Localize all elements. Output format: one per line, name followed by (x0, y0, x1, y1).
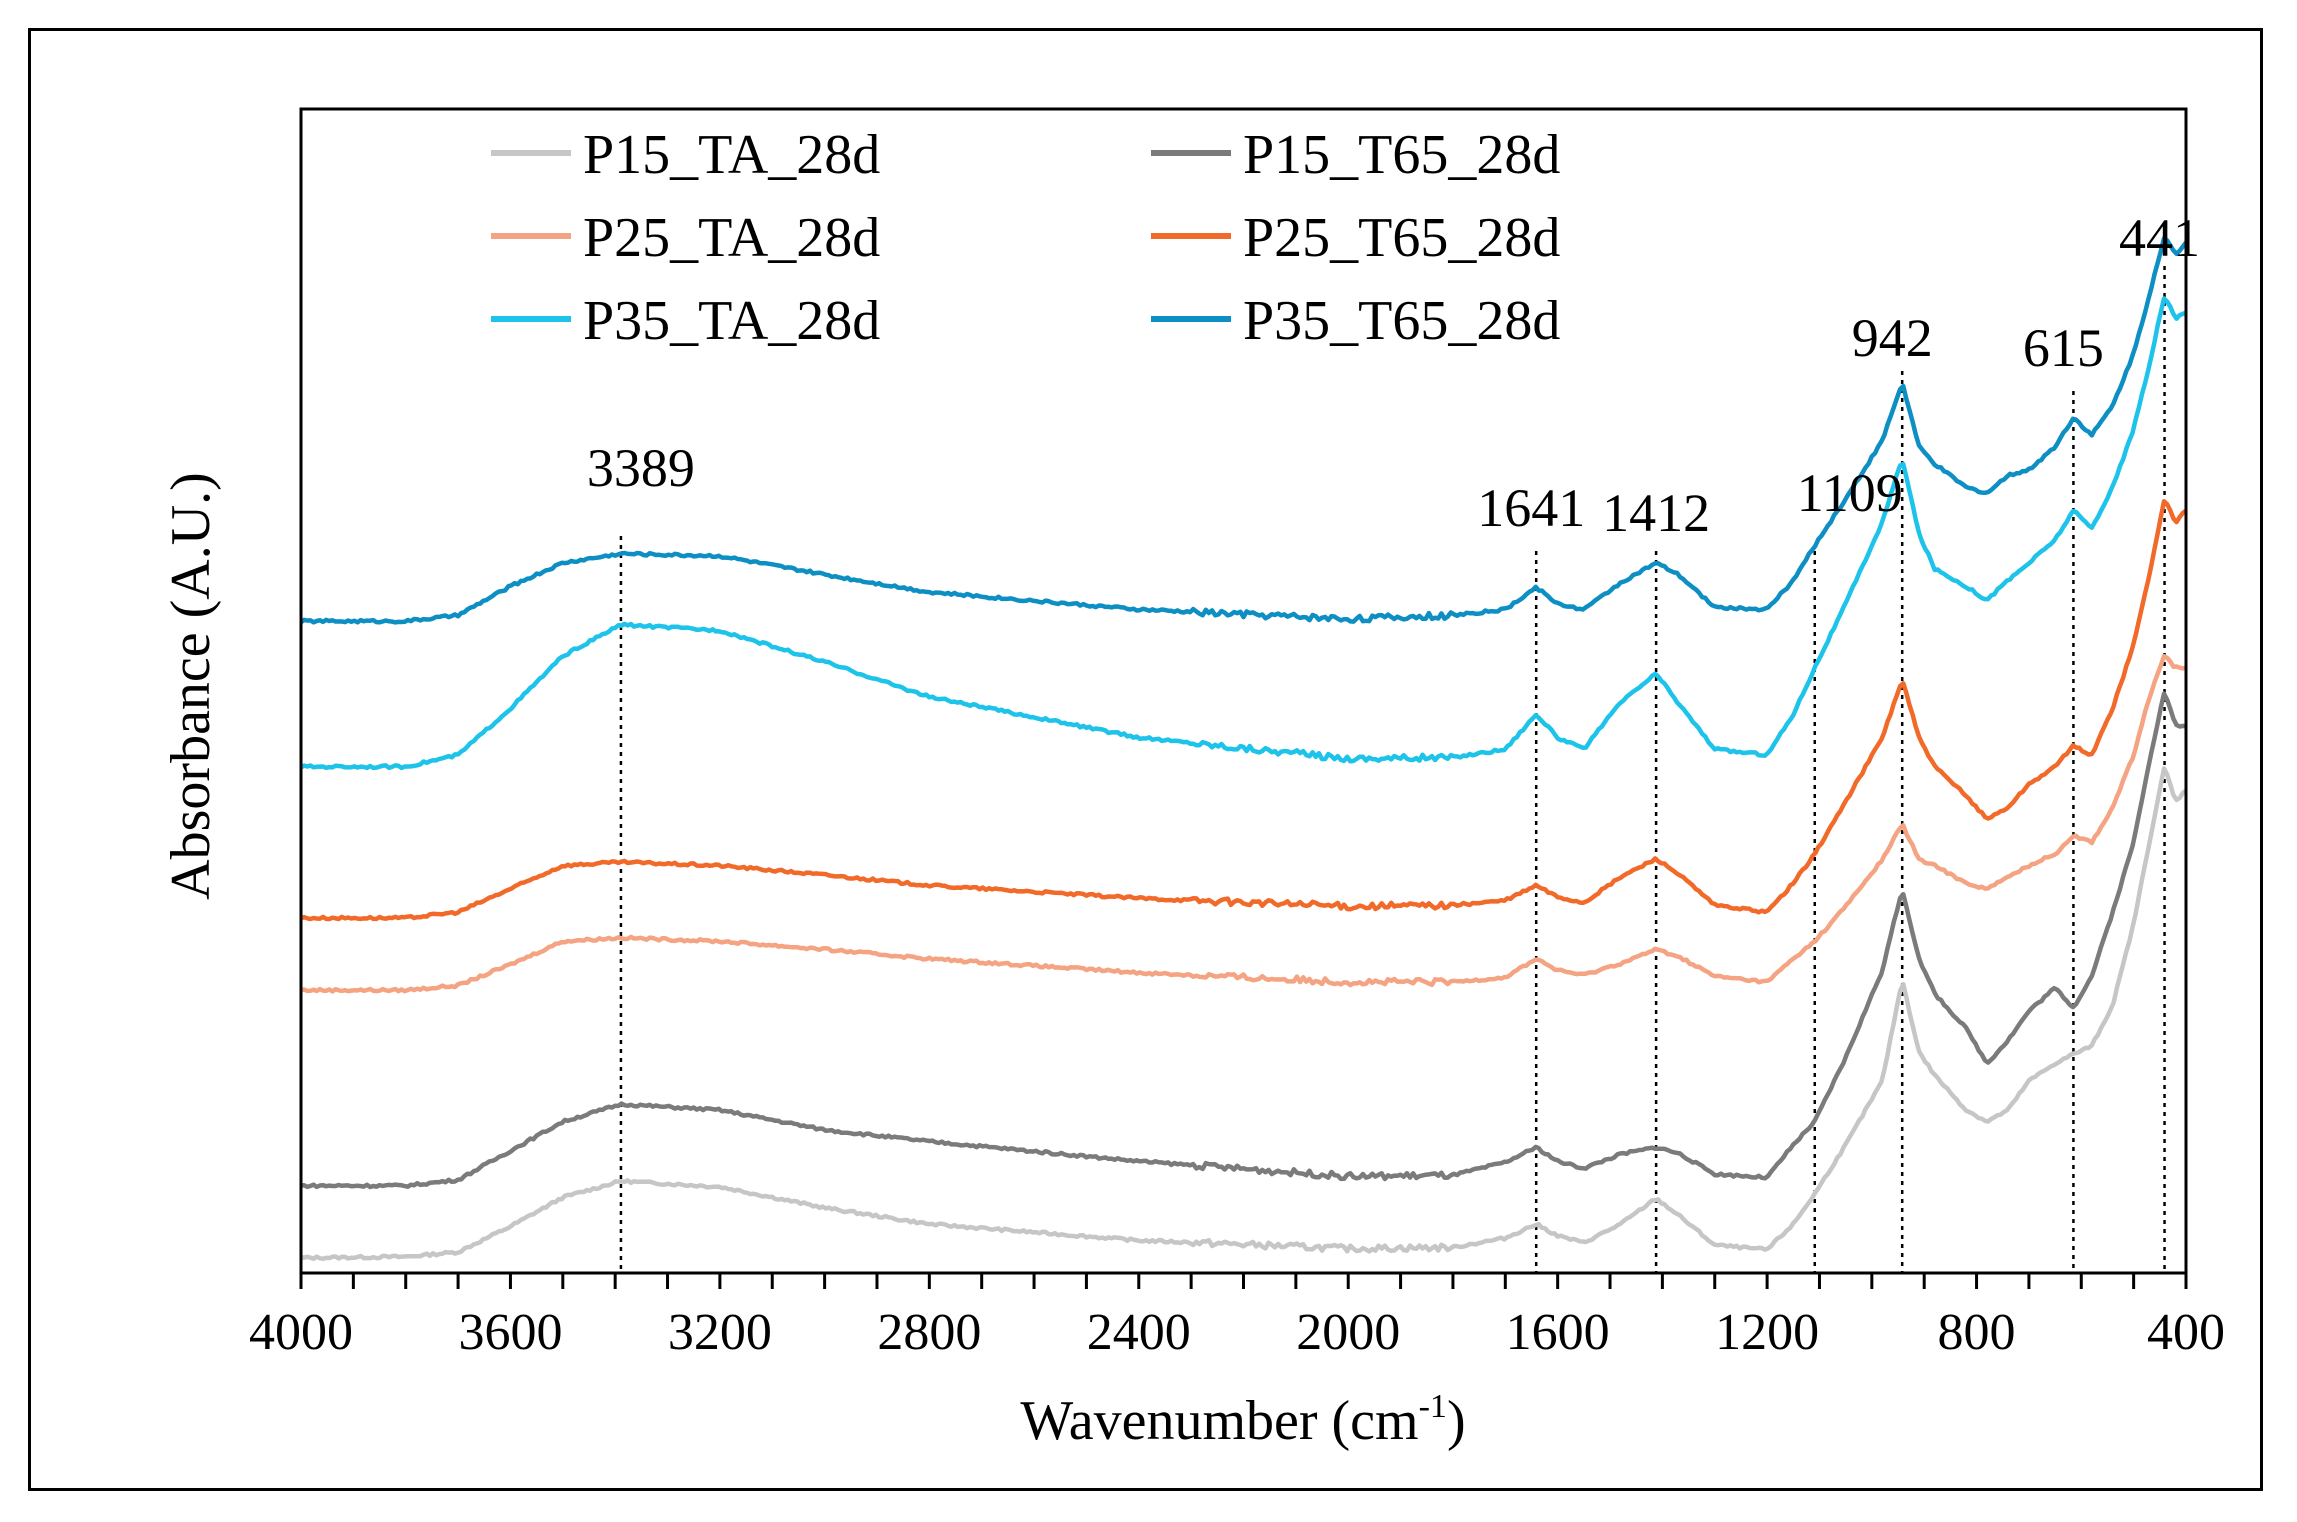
legend-label: P25_TA_28d (583, 207, 880, 269)
x-axis-title-close: ) (1447, 1390, 1466, 1452)
x-axis-title: Wavenumber (cm-1) (1020, 1388, 1465, 1452)
series-line-p35-ta-28d (299, 296, 2187, 771)
peak-label: 1641 (1477, 478, 1585, 538)
x-tick-label: 3600 (458, 1304, 562, 1361)
ftir-chart: 4000 3600 3200 2800 2400 2000 1600 1200 800 400 33… (160, 107, 2225, 1452)
x-tick-label: 2000 (1296, 1304, 1400, 1361)
figure-frame: 4000 3600 3200 2800 2400 2000 1600 1200 800 400 33… (28, 28, 2263, 1491)
series-line-p35-t65-28d (299, 236, 2188, 625)
x-tick-label: 2400 (1087, 1304, 1191, 1361)
x-tick-label: 2800 (877, 1304, 981, 1361)
x-tick-label: 1600 (1506, 1304, 1610, 1361)
x-tick-label: 3200 (668, 1304, 772, 1361)
peak-label: 1412 (1602, 483, 1710, 543)
x-tick-label: 4000 (249, 1304, 353, 1361)
peak-label: 441 (2119, 208, 2200, 268)
peak-label: 942 (1852, 308, 1933, 368)
series-line-p25-ta-28d (300, 653, 2187, 994)
legend-label: P35_TA_28d (583, 290, 880, 352)
legend-label: P25_T65_28d (1243, 207, 1560, 269)
x-axis-title-sup: -1 (1419, 1388, 1447, 1425)
x-axis-title-main: Wavenumber (cm (1020, 1390, 1418, 1452)
y-axis-title: Absorbance (A.U.) (160, 472, 222, 900)
peak-label: 3389 (587, 438, 695, 498)
legend-label: P35_T65_28d (1243, 290, 1560, 352)
peak-label: 615 (2023, 318, 2104, 378)
x-tick-label: 800 (1938, 1304, 2016, 1361)
legend-label: P15_TA_28d (583, 124, 880, 186)
series-line-p15-ta-28d (300, 766, 2188, 1262)
series-line-p15-t65-28d (300, 691, 2187, 1190)
x-tick-label: 400 (2147, 1304, 2225, 1361)
plot-area (299, 107, 2188, 1275)
x-tick-label: 1200 (1715, 1304, 1819, 1361)
peak-label: 1109 (1797, 463, 1903, 523)
legend-label: P15_T65_28d (1243, 124, 1560, 186)
series-line-p25-t65-28d (300, 499, 2188, 922)
